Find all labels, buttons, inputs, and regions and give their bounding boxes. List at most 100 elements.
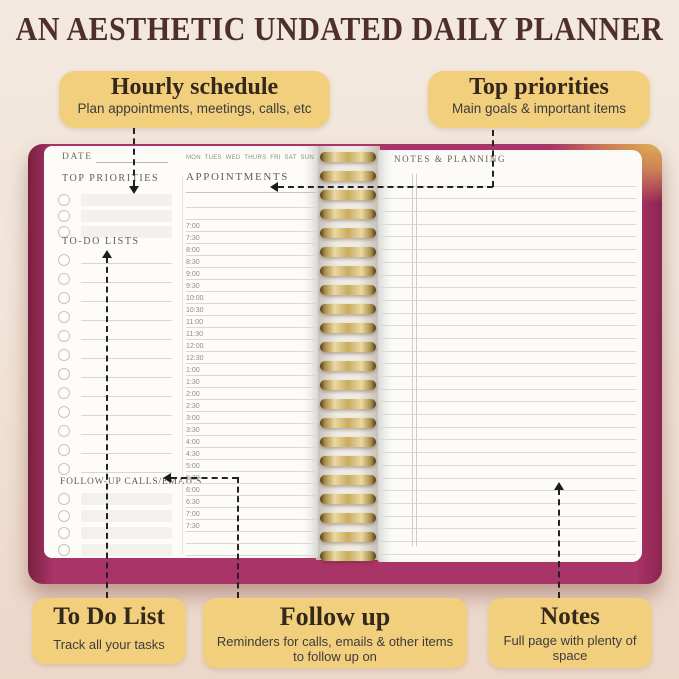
appointment-time-label: 8:00 — [186, 247, 200, 254]
column-divider — [182, 176, 183, 554]
arrow-notes-line — [558, 489, 560, 598]
callout-top-priorities: Top priorities Main goals & important it… — [428, 71, 650, 128]
spiral-coil-icon — [320, 399, 376, 409]
spiral-coil-icon — [320, 342, 376, 352]
appointment-time-label: 7:30 — [186, 235, 200, 242]
checkbox-circle-icon — [58, 272, 70, 285]
arrow-followup-hline — [171, 477, 238, 479]
arrow-top-priorities-head-icon — [270, 182, 278, 192]
spiral-coil-icon — [320, 437, 376, 447]
appointment-time-label: 7:30 — [186, 523, 200, 530]
appointment-row: 3:30 — [186, 424, 316, 436]
planner-right-page: NOTES & PLANNING — [378, 150, 642, 562]
checkbox-circle-icon — [58, 386, 70, 399]
appointment-row: 7:00 — [186, 220, 316, 232]
followup-row — [58, 524, 172, 541]
spiral-coil-icon — [320, 209, 376, 219]
day-label: FRI — [270, 155, 281, 161]
checkbox-circle-icon — [58, 526, 70, 539]
day-label: SAT — [284, 155, 297, 161]
appointment-time-label: 8:30 — [186, 259, 200, 266]
spiral-coil-icon — [320, 551, 376, 561]
callout-hourly-subtitle: Plan appointments, meetings, calls, etc — [77, 101, 312, 116]
appointment-time-label: 6:00 — [186, 487, 200, 494]
day-label: SUN — [300, 155, 314, 161]
callout-priorities-title: Top priorities — [469, 74, 609, 100]
page-title: AN AESTHETIC UNDATED DAILY PLANNER — [15, 10, 664, 48]
todo-line — [81, 453, 172, 454]
ruled-line — [380, 529, 636, 542]
callout-hourly-schedule: Hourly schedule Plan appointments, meeti… — [59, 71, 330, 128]
checkbox-circle-icon — [58, 226, 70, 238]
ruled-line — [380, 352, 636, 365]
priority-line — [81, 226, 172, 238]
appointment-time-label: 1:30 — [186, 379, 200, 386]
ruled-line — [380, 428, 636, 441]
spiral-coil-icon — [320, 380, 376, 390]
day-label: THURS — [244, 155, 267, 161]
weekday-row: MON TUES WED THURS FRI SAT SUN — [186, 155, 314, 161]
appointment-row: 7:00 — [186, 508, 316, 520]
callout-todo-subtitle: Track all your tasks — [53, 637, 165, 652]
appointment-row: 8:00 — [186, 244, 316, 256]
appointment-row: 2:00 — [186, 388, 316, 400]
checkbox-circle-icon — [58, 509, 70, 522]
appointment-row: 11:00 — [186, 316, 316, 328]
ruled-line — [380, 326, 636, 339]
spiral-coil-icon — [320, 171, 376, 181]
day-label: MON — [186, 155, 201, 161]
ruled-line — [380, 402, 636, 416]
todo-row — [58, 459, 172, 478]
appointment-time-label: 5:00 — [186, 463, 200, 470]
appointment-row: 6:30 — [186, 496, 316, 508]
todo-row — [58, 421, 172, 440]
arrow-hourly-schedule-line — [133, 128, 135, 186]
appointment-time-label: 4:00 — [186, 439, 200, 446]
date-underline — [96, 162, 168, 163]
callout-priorities-subtitle: Main goals & important items — [451, 101, 627, 116]
checkbox-circle-icon — [58, 492, 70, 505]
appointment-row: 2:30 — [186, 400, 316, 412]
checkbox-circle-icon — [58, 424, 70, 437]
appointments-header: APPOINTMENTS — [186, 171, 289, 183]
appointment-time-label: 10:00 — [186, 295, 204, 302]
followup-row — [58, 541, 172, 558]
ruled-line — [380, 187, 636, 200]
followup-line — [81, 526, 172, 539]
callout-todo-title: To Do List — [53, 603, 165, 630]
todo-line — [81, 320, 172, 321]
checkbox-circle-icon — [58, 329, 70, 342]
spiral-binding — [320, 152, 376, 570]
spiral-coil-icon — [320, 361, 376, 371]
arrow-hourly-schedule-head-icon — [129, 186, 139, 194]
ruled-line — [380, 314, 636, 327]
appointment-row: 3:00 — [186, 412, 316, 424]
checkbox-circle-icon — [58, 462, 70, 475]
todo-line — [81, 301, 172, 302]
ruled-line — [380, 415, 636, 428]
spiral-coil-icon — [320, 475, 376, 485]
appointment-time-label: 6:30 — [186, 499, 200, 506]
spiral-coil-icon — [320, 247, 376, 257]
spiral-coil-icon — [320, 456, 376, 466]
ruled-line — [380, 212, 636, 225]
ruled-line — [380, 377, 636, 390]
notes-ruled-lines — [380, 174, 636, 555]
appointment-row: 4:30 — [186, 448, 316, 460]
ruled-line — [380, 542, 636, 555]
arrow-followup-head-icon — [163, 473, 171, 483]
ruled-line — [380, 390, 636, 403]
ruled-line — [380, 491, 636, 504]
arrow-notes-head-icon — [554, 482, 564, 490]
spiral-coil-icon — [320, 228, 376, 238]
todo-line — [81, 263, 172, 264]
appointment-row: 12:30 — [186, 352, 316, 364]
appointment-time-label: 4:30 — [186, 451, 200, 458]
day-label: WED — [225, 155, 241, 161]
todo-line — [81, 282, 172, 283]
appointments-schedule: 7:00 7:30 8:00 8:30 9:00 9:30 10:00 10:30 11:00 1… — [186, 196, 316, 556]
followup-line — [81, 509, 172, 522]
ruled-line — [380, 174, 636, 187]
todo-row — [58, 269, 172, 288]
spiral-coil-icon — [320, 494, 376, 504]
